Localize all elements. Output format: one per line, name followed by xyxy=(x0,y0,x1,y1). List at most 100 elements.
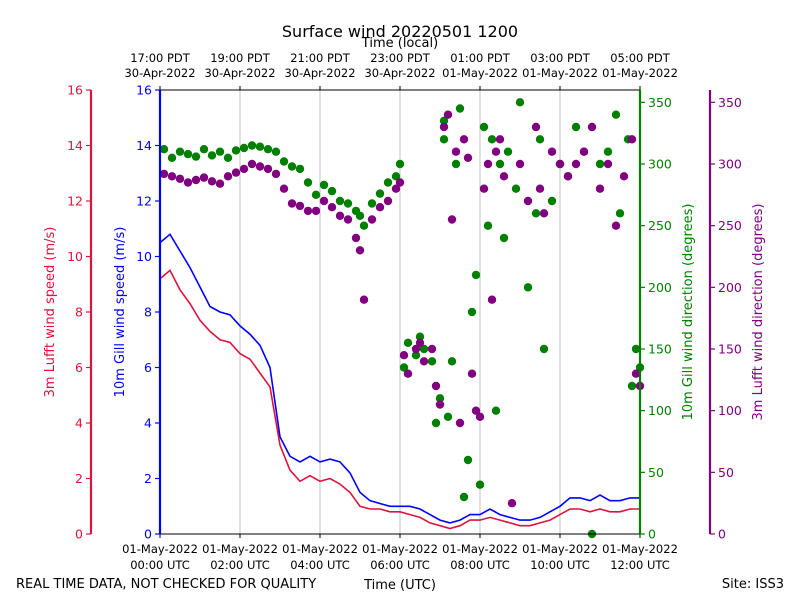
10m-gill-wind-direction-point xyxy=(627,381,637,391)
lufft-dir-tick-label: 250 xyxy=(718,218,742,233)
3m-lufft-wind-direction-point xyxy=(475,412,485,421)
3m-lufft-wind-direction-point xyxy=(619,172,629,181)
gill-speed-axis-label: 10m Gill wind speed (m/s) xyxy=(113,227,128,398)
3m-lufft-wind-direction-point xyxy=(359,295,369,304)
3m-lufft-wind-direction-point xyxy=(247,159,257,169)
top-tick-label-time: 03:00 PDT xyxy=(530,51,591,65)
lufft-speed-tick-label: 0 xyxy=(75,527,83,542)
3m-lufft-wind-direction-point xyxy=(335,211,345,220)
x-tick-label-date: 01-May-2022 xyxy=(522,542,598,556)
10m-gill-wind-direction-point xyxy=(515,98,525,107)
lufft-direction-axis-label: 3m Lufft wind direction (degrees) xyxy=(751,204,766,421)
3m-lufft-wind-direction-point xyxy=(435,400,445,409)
gill-dir-tick-label: 300 xyxy=(648,157,672,172)
3m-lufft-wind-direction-point xyxy=(375,203,385,212)
10m-gill-wind-direction-point xyxy=(615,209,625,218)
10m-gill-wind-direction-point xyxy=(495,159,505,169)
3m-lufft-wind-direction-point xyxy=(303,206,313,216)
3m-lufft-wind-direction-point xyxy=(191,175,201,185)
top-tick-label-time: 21:00 PDT xyxy=(290,51,351,65)
lufft-speed-tick-label: 10 xyxy=(67,249,83,264)
3m-lufft-wind-direction-point xyxy=(455,418,465,428)
3m-lufft-wind-direction-point xyxy=(415,338,425,347)
x-tick-label-date: 01-May-2022 xyxy=(122,542,198,556)
3m-lufft-wind-direction-point xyxy=(327,203,337,212)
10m-gill-wind-direction-point xyxy=(183,149,193,159)
10m-gill-wind-direction-point xyxy=(571,122,581,132)
10m-gill-wind-direction-point xyxy=(403,338,413,347)
3m-lufft-wind-direction-point xyxy=(311,206,321,216)
10m-gill-wind-direction-point xyxy=(175,147,185,156)
lufft-speed-tick-label: 8 xyxy=(75,305,83,320)
3m-lufft-wind-direction-point xyxy=(255,162,265,171)
10m-gill-wind-speed-line xyxy=(159,233,640,524)
x-tick-label-time: 08:00 UTC xyxy=(450,558,510,572)
3m-lufft-wind-direction-point xyxy=(631,369,641,378)
top-tick-label-date: 01-May-2022 xyxy=(522,66,598,80)
top-tick-label-time: 17:00 PDT xyxy=(130,51,191,65)
x-tick-label-date: 01-May-2022 xyxy=(202,542,278,556)
10m-gill-wind-direction-point xyxy=(463,455,473,465)
top-tick-label-date: 01-May-2022 xyxy=(442,66,518,80)
3m-lufft-wind-direction-point xyxy=(595,184,605,193)
3m-lufft-wind-direction-point xyxy=(587,122,597,132)
x-tick-label-time: 02:00 UTC xyxy=(210,558,270,572)
10m-gill-wind-direction-point xyxy=(595,159,605,169)
top-tick-label-time: 19:00 PDT xyxy=(210,51,271,65)
10m-gill-wind-direction-point xyxy=(223,153,233,162)
10m-gill-wind-direction-point xyxy=(303,178,313,187)
3m-lufft-wind-direction-point xyxy=(271,169,281,179)
10m-gill-wind-direction-point xyxy=(391,172,401,181)
3m-lufft-wind-direction-point xyxy=(411,344,421,354)
10m-gill-wind-direction-point xyxy=(375,189,385,198)
3m-lufft-wind-direction-point xyxy=(627,135,637,144)
3m-lufft-wind-direction-point xyxy=(491,147,501,156)
3m-lufft-wind-direction-point xyxy=(555,159,565,169)
10m-gill-wind-direction-point xyxy=(611,110,621,119)
x-tick-label-date: 01-May-2022 xyxy=(282,542,358,556)
10m-gill-wind-direction-point xyxy=(255,142,265,151)
lufft-speed-tick-label: 14 xyxy=(67,138,83,153)
gill-speed-tick-label: 16 xyxy=(136,83,152,98)
3m-lufft-wind-direction-point xyxy=(571,159,581,169)
x-tick-label-date: 01-May-2022 xyxy=(362,542,438,556)
lufft-speed-tick-label: 6 xyxy=(75,360,83,375)
gill-dir-tick-label: 200 xyxy=(648,280,672,295)
10m-gill-wind-direction-point xyxy=(335,196,345,206)
10m-gill-wind-direction-point xyxy=(247,141,257,150)
3m-lufft-wind-direction-point xyxy=(175,174,185,183)
10m-gill-wind-direction-point xyxy=(319,180,329,190)
gill-dir-tick-label: 50 xyxy=(648,465,664,480)
gill-dir-tick-label: 250 xyxy=(648,218,672,233)
lufft-dir-tick-label: 150 xyxy=(718,342,742,357)
3m-lufft-wind-direction-point xyxy=(479,184,489,193)
10m-gill-wind-direction-point xyxy=(295,164,305,174)
x-tick-label-time: 12:00 UTC xyxy=(610,558,670,572)
3m-lufft-wind-direction-point xyxy=(383,196,393,206)
lufft-speed-tick-label: 4 xyxy=(75,416,83,431)
3m-lufft-wind-direction-point xyxy=(463,153,473,162)
10m-gill-wind-direction-point xyxy=(439,135,449,144)
gill-direction-axis-label: 10m Gill wind direction (degrees) xyxy=(681,204,696,421)
10m-gill-wind-direction-point xyxy=(395,159,405,169)
3m-lufft-wind-direction-point xyxy=(459,135,469,144)
3m-lufft-wind-direction-point xyxy=(431,381,441,391)
3m-lufft-wind-direction-point xyxy=(523,196,533,206)
10m-gill-wind-direction-point xyxy=(191,152,201,161)
lufft-speed-tick-label: 12 xyxy=(67,194,83,209)
10m-gill-wind-direction-point xyxy=(471,270,481,280)
10m-gill-wind-direction-point xyxy=(167,153,177,162)
10m-gill-wind-direction-point xyxy=(487,135,497,144)
3m-lufft-wind-speed-line xyxy=(159,269,640,530)
10m-gill-wind-direction-point xyxy=(499,233,509,243)
gill-speed-tick-label: 0 xyxy=(144,527,152,542)
3m-lufft-wind-direction-point xyxy=(231,168,241,177)
10m-gill-wind-direction-point xyxy=(287,162,297,171)
10m-gill-wind-direction-point xyxy=(327,186,337,196)
top-tick-label-date: 30-Apr-2022 xyxy=(284,66,355,80)
3m-lufft-wind-direction-point xyxy=(343,215,353,224)
3m-lufft-wind-direction-point xyxy=(279,184,289,193)
10m-gill-wind-direction-point xyxy=(447,357,457,366)
gill-dir-tick-label: 100 xyxy=(648,403,672,418)
